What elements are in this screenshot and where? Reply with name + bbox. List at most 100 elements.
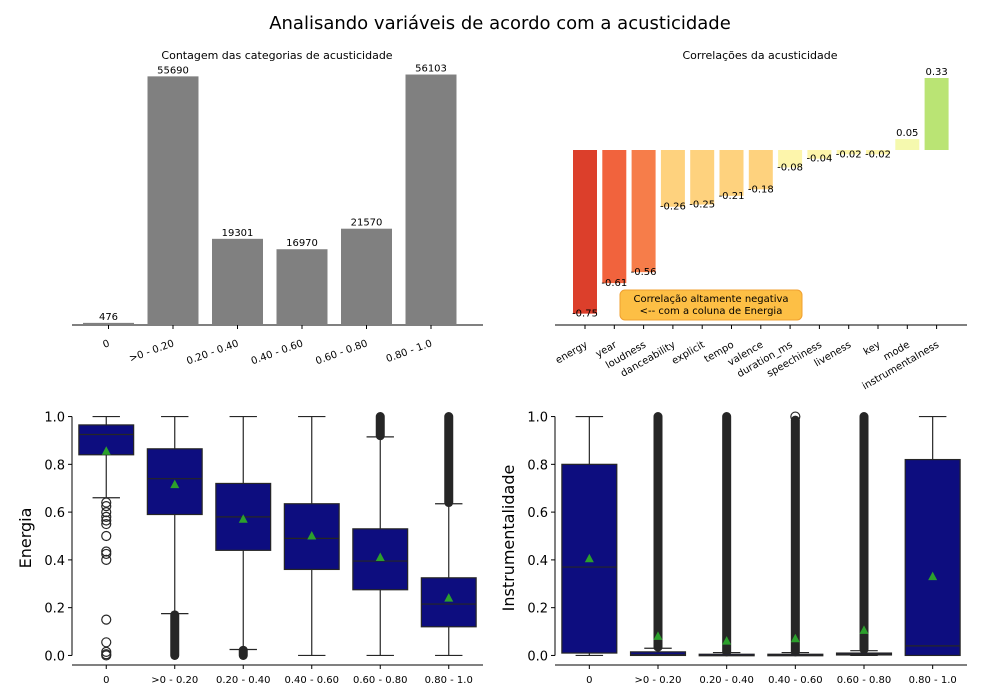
box-5	[420, 412, 477, 657]
bar-3	[276, 249, 328, 325]
bar-speechiness	[807, 150, 832, 159]
mean-marker	[375, 552, 385, 561]
outlier-point	[101, 650, 112, 661]
bar-key	[866, 150, 890, 155]
data-label-danceability: -0.26	[660, 202, 686, 213]
mean-marker	[790, 633, 800, 643]
y-tick-label-4: 0.8	[44, 458, 65, 473]
bar-4	[341, 228, 392, 325]
outlier-band	[790, 415, 800, 657]
data-label-tempo: -0.21	[719, 191, 745, 202]
bar-energy	[573, 150, 597, 314]
bar-liveness	[836, 150, 861, 155]
mean-marker	[101, 446, 111, 455]
x-tick-label-explicit: explicit	[670, 339, 707, 367]
outlier-band	[238, 645, 248, 660]
outlier-band	[653, 412, 663, 652]
bar-1	[147, 76, 199, 325]
data-label-liveness: -0.02	[836, 149, 862, 160]
y-tick-label-1: 0.2	[527, 602, 548, 617]
outlier-point	[790, 411, 801, 422]
box-3	[767, 411, 824, 657]
x-tick-label-1: >0 - 0.20	[635, 675, 682, 686]
annotation-box: Correlação altamente negativa <-- com a …	[619, 289, 803, 321]
x-tick-label-5: 0.80 - 1.0	[909, 675, 957, 686]
outlier-band	[375, 412, 385, 441]
mean-marker	[584, 553, 594, 563]
outlier-point	[101, 511, 112, 522]
mean-marker	[238, 514, 248, 523]
boxplot-instrumentalness: Instrumentalidade 0.0 0.2 0.4 0.6 0.8 1.0 0 >0 …	[499, 411, 967, 686]
figure-title: Analisando variáveis de acordo com a acu…	[269, 13, 731, 34]
data-label-mode: 0.05	[896, 128, 918, 139]
data-label-duration_ms: -0.08	[777, 162, 803, 173]
bar-year	[602, 150, 627, 284]
annotation-line-1: Correlação altamente negativa	[633, 294, 788, 305]
bar-danceability	[660, 150, 685, 207]
outlier-band	[170, 610, 180, 660]
mean-marker	[170, 479, 180, 489]
correlation-chart-title: Correlações da acusticidade	[682, 49, 837, 62]
outlier-point	[101, 637, 112, 648]
x-tick-label-2: 0.20 - 0.40	[699, 675, 754, 686]
data-label-4: 21570	[351, 218, 383, 229]
data-label-year: -0.61	[601, 278, 627, 289]
box-2	[698, 412, 755, 657]
x-tick-label-4: 0.60 - 0.80	[314, 338, 369, 367]
bar-duration_ms	[778, 150, 803, 168]
outlier-point	[101, 614, 112, 625]
data-label-2: 19301	[222, 228, 254, 239]
outlier-point	[101, 548, 112, 560]
mean-marker	[722, 636, 732, 645]
x-tick-label-0: 0	[102, 338, 112, 351]
outlier-band	[859, 412, 869, 654]
data-label-5: 56103	[415, 64, 447, 75]
y-axis-label: Instrumentalidade	[499, 465, 518, 612]
data-label-1: 55690	[157, 65, 189, 76]
y-tick-label-4: 0.8	[527, 458, 548, 473]
y-tick-label-3: 0.6	[44, 506, 65, 521]
box-3	[283, 415, 340, 657]
bar-tempo	[719, 150, 744, 196]
y-axis-label: Energia	[16, 508, 35, 569]
bar-instrumentalness	[924, 78, 949, 150]
box-1	[629, 412, 687, 657]
data-label-speechiness: -0.04	[806, 154, 832, 165]
bar-explicit	[690, 150, 715, 205]
x-tick-label-4: 0.60 - 0.80	[837, 675, 892, 686]
data-label-key: -0.02	[865, 149, 891, 160]
y-tick-label-0: 0.0	[44, 649, 65, 664]
box-1	[146, 415, 203, 660]
mean-marker	[653, 631, 663, 640]
x-tick-label-4: 0.60 - 0.80	[353, 675, 408, 686]
annotation-line-2: <-- com a coluna de Energia	[640, 306, 783, 317]
x-tick-label-2: 0.20 - 0.40	[216, 675, 271, 686]
x-tick-label-2: 0.20 - 0.40	[185, 338, 240, 367]
box-5	[904, 415, 961, 657]
outlier-band	[444, 412, 454, 508]
x-tick-label-5: 0.80 - 1.0	[425, 675, 473, 686]
y-tick-label-2: 0.4	[527, 554, 548, 569]
iqr-box	[420, 577, 477, 628]
mean-marker	[928, 571, 938, 581]
iqr-box	[629, 651, 687, 657]
y-tick-label-1: 0.2	[44, 602, 65, 617]
box-4	[352, 412, 409, 657]
y-tick-label-5: 1.0	[44, 411, 65, 426]
bar-valence	[748, 150, 773, 190]
data-label-0: 476	[99, 312, 118, 323]
bar-chart-title: Contagem das categorias de acusticidade	[161, 49, 392, 62]
mean-marker	[444, 593, 454, 602]
y-tick-label-5: 1.0	[527, 411, 548, 426]
bar-mode	[895, 139, 920, 150]
outlier-point	[101, 501, 112, 512]
data-label-explicit: -0.25	[689, 200, 715, 211]
boxplot-energy: Energia 0.0 0.2 0.4 0.6 0.8 1.0 0 >0 - 0.20 0.20…	[16, 411, 483, 686]
data-label-energy: -0.75	[572, 309, 598, 320]
data-label-loudness: -0.56	[631, 267, 657, 278]
x-tick-label-1: >0 - 0.20	[151, 675, 198, 686]
box-4	[835, 412, 893, 657]
outlier-point	[101, 515, 112, 526]
x-tick-label-0: 0	[586, 675, 592, 686]
